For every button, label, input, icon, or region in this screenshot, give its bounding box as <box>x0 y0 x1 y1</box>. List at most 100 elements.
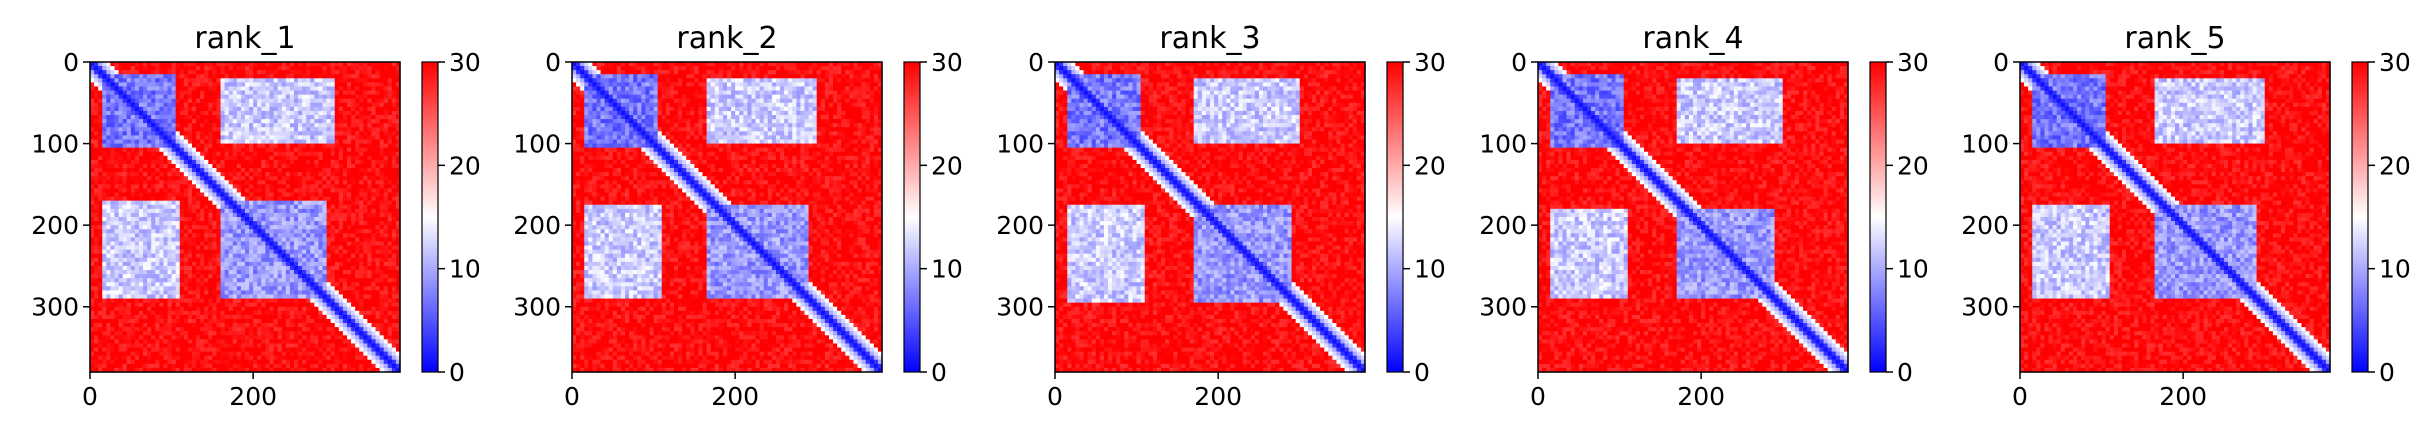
heatmap-cell <box>376 115 381 120</box>
heatmap-cell <box>135 286 140 291</box>
heatmap-cell <box>106 266 111 271</box>
heatmap-cell <box>294 197 299 202</box>
heatmap-cell <box>343 119 348 124</box>
heatmap-cell <box>237 131 242 136</box>
heatmap-cell <box>139 246 144 251</box>
heatmap-cell <box>388 82 393 87</box>
heatmap-cell <box>184 135 189 140</box>
heatmap-cell <box>208 70 213 75</box>
heatmap-cell <box>359 91 364 96</box>
heatmap-cell <box>371 119 376 124</box>
heatmap-cell <box>245 209 250 214</box>
heatmap-cell <box>355 107 360 112</box>
heatmap-cell <box>216 229 221 234</box>
heatmap-cell <box>380 148 385 153</box>
heatmap-cell <box>282 123 287 128</box>
heatmap-cell <box>147 225 152 230</box>
heatmap-cell <box>184 66 189 71</box>
heatmap-cell <box>180 274 185 279</box>
heatmap-cell <box>168 270 173 275</box>
heatmap-cell <box>216 250 221 255</box>
heatmap-cell <box>343 233 348 238</box>
heatmap-cell <box>261 148 266 153</box>
heatmap-cell <box>306 180 311 185</box>
heatmap-cell <box>388 209 393 214</box>
heatmap-cell <box>347 66 352 71</box>
heatmap-cell <box>216 74 221 79</box>
heatmap-cell <box>388 250 393 255</box>
heatmap-cell <box>257 172 262 177</box>
heatmap-cell <box>192 254 197 259</box>
heatmap-cell <box>216 286 221 291</box>
heatmap-cell <box>151 86 156 91</box>
heatmap-cell <box>200 144 205 149</box>
heatmap-cell <box>278 209 283 214</box>
heatmap-cell <box>286 274 291 279</box>
heatmap-cell <box>265 274 270 279</box>
heatmap-cell <box>323 74 328 79</box>
heatmap-cell <box>249 144 254 149</box>
heatmap-cell <box>135 135 140 140</box>
heatmap-cell <box>98 127 103 132</box>
heatmap-cell <box>102 91 107 96</box>
heatmap-cell <box>376 221 381 226</box>
heatmap-cell <box>286 184 291 189</box>
heatmap-cell <box>278 201 283 206</box>
heatmap-cell <box>323 140 328 145</box>
heatmap-cell <box>204 266 209 271</box>
heatmap-cell <box>371 221 376 226</box>
heatmap-cell <box>131 229 136 234</box>
heatmap-cell <box>180 205 185 210</box>
heatmap-cell <box>229 246 234 251</box>
heatmap-cell <box>241 127 246 132</box>
heatmap-cell <box>339 213 344 218</box>
heatmap-cell <box>229 282 234 287</box>
heatmap-cell <box>159 168 164 173</box>
heatmap-cell <box>359 82 364 87</box>
heatmap-cell <box>212 229 217 234</box>
heatmap-cell <box>147 160 152 165</box>
heatmap-cell <box>229 168 234 173</box>
heatmap-cell <box>196 258 201 263</box>
heatmap-cell <box>216 66 221 71</box>
heatmap-cell <box>98 217 103 222</box>
heatmap-cell <box>127 119 132 124</box>
heatmap-cell <box>131 286 136 291</box>
heatmap-cell <box>204 237 209 242</box>
heatmap-cell <box>114 180 119 185</box>
heatmap-cell <box>119 168 124 173</box>
heatmap-cell <box>335 160 340 165</box>
heatmap-cell <box>261 180 266 185</box>
heatmap-cell <box>323 217 328 222</box>
heatmap-cell <box>135 86 140 91</box>
heatmap-cell <box>380 205 385 210</box>
heatmap-cell <box>371 266 376 271</box>
heatmap-cell <box>347 270 352 275</box>
heatmap-cell <box>180 221 185 226</box>
heatmap-cell <box>159 172 164 177</box>
heatmap-cell <box>306 91 311 96</box>
heatmap-cell <box>94 99 99 104</box>
heatmap-cell <box>294 225 299 230</box>
heatmap-cell <box>290 221 295 226</box>
heatmap-cell <box>347 266 352 271</box>
heatmap-cell <box>384 168 389 173</box>
heatmap-cell <box>237 123 242 128</box>
heatmap-cell <box>302 74 307 79</box>
heatmap-cell <box>343 274 348 279</box>
heatmap-cell <box>282 258 287 263</box>
heatmap-cell <box>212 99 217 104</box>
heatmap-cell <box>306 209 311 214</box>
heatmap-cell <box>237 274 242 279</box>
heatmap-cell <box>302 197 307 202</box>
heatmap-cell <box>106 131 111 136</box>
heatmap-cell <box>331 152 336 157</box>
heatmap-cell <box>208 180 213 185</box>
heatmap-cell <box>351 115 356 120</box>
heatmap-cell <box>196 74 201 79</box>
heatmap-cell <box>306 213 311 218</box>
heatmap-cell <box>327 119 332 124</box>
heatmap-cell <box>131 99 136 104</box>
heatmap-cell <box>294 115 299 120</box>
heatmap-cell <box>359 74 364 79</box>
